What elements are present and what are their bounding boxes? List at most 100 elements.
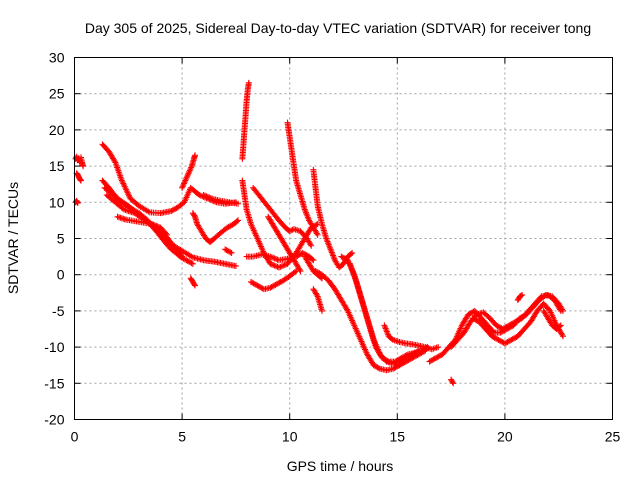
chart-title: Day 305 of 2025, Sidereal Day-to-day VTE… (85, 20, 591, 36)
series-s31 (448, 376, 457, 387)
series-s5 (99, 141, 239, 217)
x-tick-label: 15 (390, 429, 406, 445)
data-point (168, 207, 175, 214)
data-point (178, 252, 185, 259)
y-tick-label: 20 (49, 122, 65, 138)
data-point (181, 180, 188, 187)
data-point (389, 365, 396, 372)
x-tick-label: 5 (178, 429, 186, 445)
y-tick-label: 10 (49, 194, 65, 210)
data-point (473, 317, 480, 324)
data-point (192, 152, 199, 159)
data-point (181, 256, 188, 263)
series-s14 (222, 246, 235, 256)
data-point (516, 316, 523, 323)
data-point (501, 340, 508, 347)
data-point (312, 268, 319, 275)
data-point (224, 247, 231, 254)
data-point (488, 333, 495, 340)
data-point (277, 278, 284, 285)
data-point (291, 269, 298, 276)
data-point (393, 363, 400, 370)
data-point (403, 352, 410, 359)
data-point (183, 174, 190, 181)
data-point (222, 246, 229, 253)
data-point (74, 200, 81, 207)
data-point (225, 223, 232, 230)
data-point (508, 320, 515, 327)
data-point (348, 250, 355, 257)
data-point (153, 222, 160, 229)
series-s11 (189, 210, 242, 246)
data-point (271, 255, 278, 262)
data-point (507, 337, 514, 344)
data-point (494, 336, 501, 343)
data-point (339, 254, 346, 261)
data-point (512, 318, 519, 325)
series-s34 (540, 307, 564, 332)
data-point (509, 336, 516, 343)
series-s24 (310, 286, 325, 314)
data-point (185, 258, 192, 265)
x-tick-label: 25 (605, 429, 621, 445)
data-point (506, 322, 513, 329)
data-point (504, 323, 511, 330)
data-point (188, 260, 195, 267)
data-point (427, 357, 434, 364)
data-point (507, 321, 514, 328)
data-point (151, 222, 158, 229)
series-s20 (265, 213, 304, 275)
data-point (272, 281, 279, 288)
data-point (512, 334, 519, 341)
data-point (286, 228, 293, 235)
data-point (226, 248, 233, 255)
data-point (281, 262, 288, 269)
data-point (384, 357, 391, 364)
data-point (189, 260, 196, 267)
data-point (169, 207, 176, 214)
data-point (379, 354, 386, 361)
data-point (267, 260, 274, 267)
data-point (398, 354, 405, 361)
data-point (429, 357, 436, 364)
data-point (267, 253, 274, 260)
series-s18 (247, 268, 300, 293)
y-tick-label: 25 (49, 86, 65, 102)
y-tick-labels: -20 -15 -10 -5 0 5 10 15 20 25 30 (44, 50, 64, 428)
data-point (510, 320, 517, 327)
y-tick-label: 5 (57, 231, 65, 247)
data-point (228, 249, 235, 256)
data-point (508, 336, 515, 343)
data-point (511, 319, 518, 326)
data-point (187, 165, 194, 172)
data-point (186, 167, 193, 174)
data-point (392, 358, 399, 365)
data-point (433, 354, 440, 361)
data-point (559, 331, 566, 338)
data-point (504, 339, 511, 346)
x-tick-label: 10 (282, 429, 298, 445)
data-point (381, 356, 388, 363)
data-point (492, 335, 499, 342)
x-tick-label: 20 (497, 429, 513, 445)
data-point (375, 365, 382, 372)
data-point (191, 281, 198, 288)
data-point (204, 193, 211, 200)
data-point (268, 284, 275, 291)
data-point (370, 362, 377, 369)
data-point (308, 242, 315, 249)
data-point (374, 364, 381, 371)
data-point (502, 324, 509, 331)
data-point (223, 247, 230, 254)
data-point (519, 291, 526, 298)
data-point (254, 282, 261, 289)
data-point (235, 217, 242, 224)
data-point (299, 249, 306, 256)
data-point (188, 164, 195, 171)
data-point (111, 158, 118, 165)
data-point (340, 255, 347, 262)
data-point (300, 250, 307, 257)
data-point (180, 181, 187, 188)
data-point (275, 264, 282, 271)
data-point (268, 261, 275, 268)
